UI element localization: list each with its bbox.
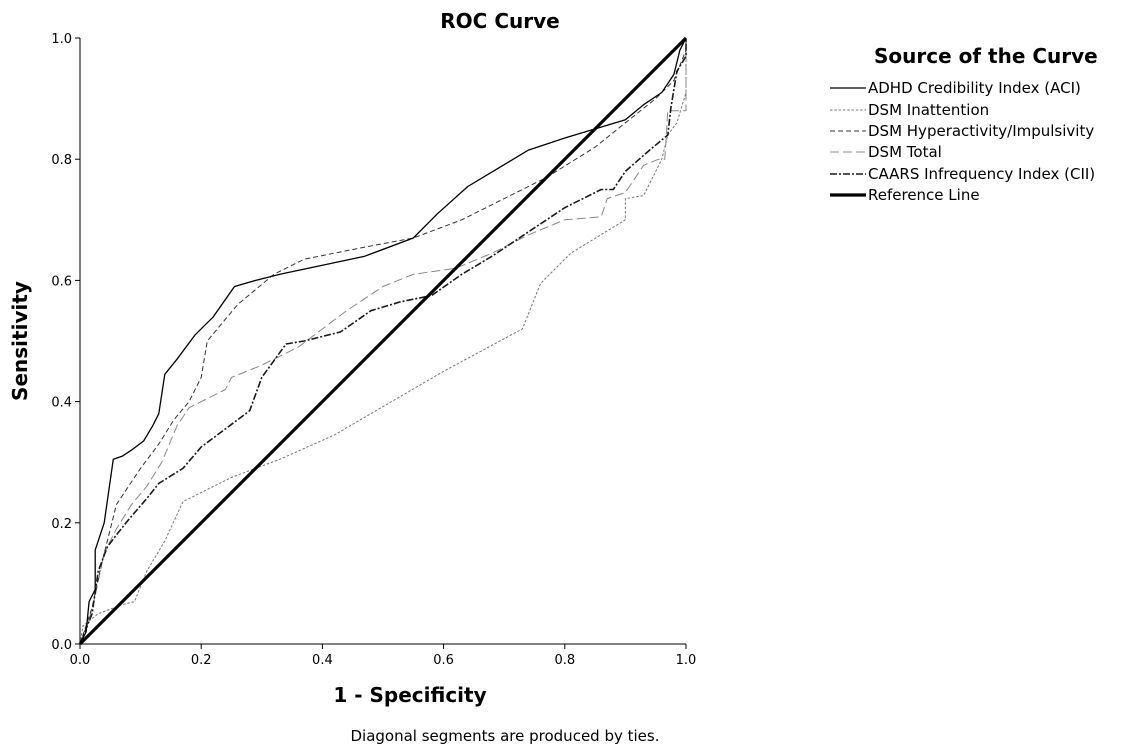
legend-item-dsm-total: DSM Total xyxy=(828,142,942,162)
legend-item-dsm-inattention: DSM Inattention xyxy=(828,100,989,120)
legend-label-aci: ADHD Credibility Index (ACI) xyxy=(868,79,1081,97)
y-tick-label: 0.4 xyxy=(51,396,72,411)
series-line-adhd-credibility-index-aci xyxy=(79,37,687,645)
y-tick-label: 0.2 xyxy=(51,517,72,532)
chart-title: ROC Curve xyxy=(440,9,560,33)
legend-swatch-dsm-total xyxy=(830,151,866,153)
legend-item-cii: CAARS Infrequency Index (CII) xyxy=(828,164,1095,184)
x-tick-label: 1.0 xyxy=(676,653,697,668)
legend-swatch-dsm-hyperactivity xyxy=(830,130,866,132)
legend-label-dsm-total: DSM Total xyxy=(868,143,942,161)
legend-label-dsm-hyperactivity: DSM Hyperactivity/Impulsivity xyxy=(868,122,1095,140)
x-tick-label: 0.0 xyxy=(70,653,91,668)
series-line-dsm-hyperactivity-impulsivity xyxy=(79,38,687,645)
series-line-dsm-total xyxy=(79,38,687,645)
series-line-reference-line xyxy=(78,36,688,646)
x-tick-label: 0.4 xyxy=(312,653,333,668)
legend-label-cii: CAARS Infrequency Index (CII) xyxy=(868,165,1096,183)
y-axis-label: Sensitivity xyxy=(8,281,32,401)
legend-item-aci: ADHD Credibility Index (ACI) xyxy=(828,78,1081,98)
legend-swatch-reference-line xyxy=(830,193,866,197)
x-tick-label: 0.8 xyxy=(554,653,575,668)
series-line-dsm-inattention xyxy=(79,38,687,645)
x-axis-label: 1 - Specificity xyxy=(333,683,487,707)
series-line-caars-infrequency-index-cii xyxy=(79,38,687,645)
x-tick-label: 0.6 xyxy=(433,653,454,668)
legend-swatch-aci xyxy=(830,87,866,89)
legend-title: Source of the Curve xyxy=(874,44,1098,68)
x-tick-label: 0.2 xyxy=(191,653,212,668)
legend-swatch-dsm-inattention xyxy=(830,109,866,111)
legend-label-dsm-inattention: DSM Inattention xyxy=(868,101,990,119)
chart-footnote: Diagonal segments are produced by ties. xyxy=(350,727,660,745)
legend-item-reference-line: Reference Line xyxy=(828,185,980,205)
y-tick-label: 0.8 xyxy=(51,153,72,168)
legend-item-dsm-hyperactivity: DSM Hyperactivity/Impulsivity xyxy=(828,121,1094,141)
y-tick-label: 0.6 xyxy=(51,274,72,289)
legend-label-reference-line: Reference Line xyxy=(868,186,980,204)
legend-swatch-cii xyxy=(830,173,866,175)
y-tick-label: 0.0 xyxy=(51,638,72,653)
y-tick-label: 1.0 xyxy=(51,32,72,47)
